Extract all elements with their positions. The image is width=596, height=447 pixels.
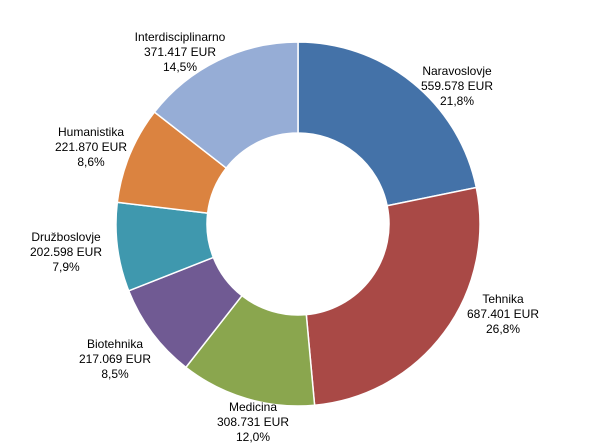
slice-label-percent: 12,0%	[236, 430, 270, 444]
slice-tehnika	[305, 186, 481, 407]
slice-label-value: 687.401 EUR	[467, 307, 539, 321]
slice-label-value: 308.731 EUR	[217, 415, 289, 429]
slice-label-category: Biotehnika	[87, 337, 143, 351]
slice-label-value: 559.578 EUR	[421, 79, 493, 93]
slice-interdisciplinarno	[153, 41, 299, 170]
slice-label-value: 221.870 EUR	[55, 140, 127, 154]
slice-label-percent: 8,6%	[77, 155, 105, 169]
slice-naravoslovje	[297, 41, 478, 207]
slice-label-category: Medicina	[229, 400, 277, 414]
slice-label-percent: 8,5%	[101, 367, 129, 381]
slice-label-category: Humanistika	[58, 125, 124, 139]
slice-label-percent: 21,8%	[440, 94, 474, 108]
slice-label-category: Interdisciplinarno	[135, 30, 226, 44]
slice-label-value: 202.598 EUR	[30, 245, 102, 259]
slice-label-value: 217.069 EUR	[79, 352, 151, 366]
slice-label-category: Družboslovje	[31, 230, 101, 244]
slice-label-percent: 14,5%	[163, 60, 197, 74]
slice-label-percent: 7,9%	[52, 260, 80, 274]
slices-layer	[115, 41, 481, 407]
slice-label-category: Naravoslovje	[422, 64, 492, 78]
slice-label-percent: 26,8%	[486, 322, 520, 336]
slice-label-value: 371.417 EUR	[144, 45, 216, 59]
slice-label-category: Tehnika	[482, 292, 524, 306]
